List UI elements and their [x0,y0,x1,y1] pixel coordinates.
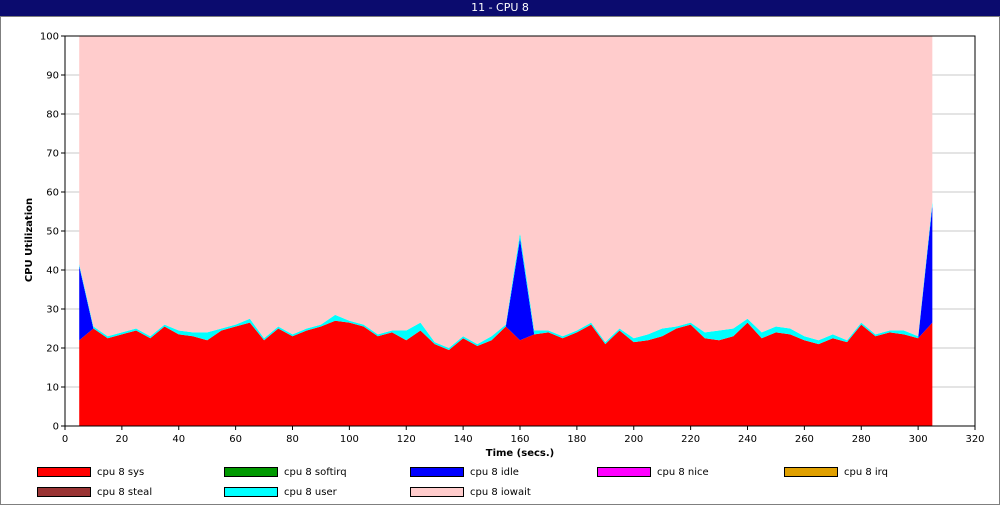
area-cpu-8-sys [79,320,933,426]
x-tick-label-160: 160 [510,434,529,445]
x-tick-label-20: 20 [116,434,129,445]
y-tick-label-20: 20 [46,344,59,355]
x-tick-label-40: 40 [172,434,185,445]
x-tick-label-280: 280 [852,434,871,445]
x-axis-title: Time (secs.) [486,448,555,459]
y-tick-label-80: 80 [46,110,59,121]
x-tick-label-300: 300 [909,434,928,445]
x-tick-label-220: 220 [681,434,700,445]
window-title: 11 - CPU 8 [0,0,1000,16]
x-tick-label-260: 260 [795,434,814,445]
x-tick-label-180: 180 [567,434,586,445]
x-tick-label-200: 200 [624,434,643,445]
y-tick-label-0: 0 [53,422,59,433]
y-tick-label-10: 10 [46,383,59,394]
area-cpu-8-iowait [79,36,933,348]
x-tick-label-0: 0 [62,434,68,445]
x-tick-label-140: 140 [454,434,473,445]
y-tick-label-50: 50 [46,227,59,238]
y-tick-label-40: 40 [46,266,59,277]
y-axis-ticks: 0 10 20 30 40 50 60 70 80 90 100 [40,32,65,433]
x-tick-label-100: 100 [340,434,359,445]
y-axis-title: CPU Utilization [24,198,35,282]
y-tick-label-60: 60 [46,188,59,199]
x-tick-label-60: 60 [229,434,242,445]
x-axis-ticks: 0 20 40 60 80 100 120 140 160 180 200 220 240 260 280 3… [62,426,985,445]
stacked-areas [79,36,933,426]
y-tick-label-100: 100 [40,32,59,43]
x-tick-label-80: 80 [286,434,299,445]
y-tick-label-90: 90 [46,71,59,82]
y-tick-label-30: 30 [46,305,59,316]
x-tick-label-320: 320 [965,434,984,445]
y-tick-label-70: 70 [46,149,59,160]
x-tick-label-240: 240 [738,434,757,445]
x-tick-label-120: 120 [397,434,416,445]
